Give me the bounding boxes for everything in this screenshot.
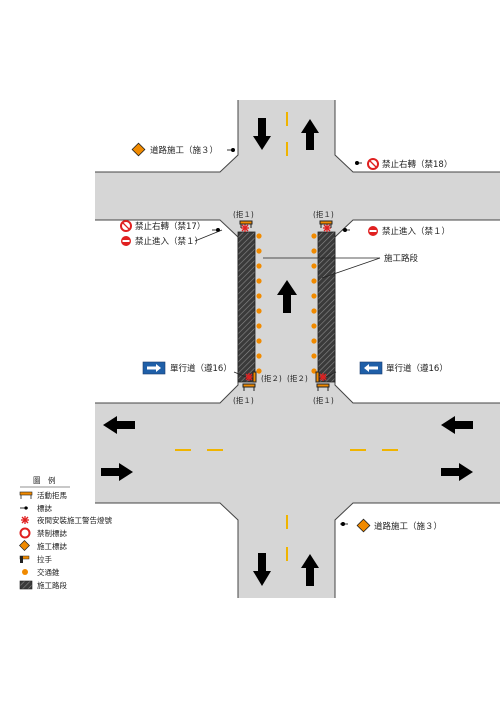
barricade-label: (拒１) (233, 395, 254, 405)
arrow-up-icon (277, 280, 297, 313)
traffic-cone-icon (256, 263, 262, 269)
arrow-right-icon (441, 463, 473, 481)
handrail-icon (19, 555, 30, 563)
traffic-cone-icon (311, 233, 317, 239)
barricade-label: (拒１) (313, 209, 334, 219)
barricade-icon (252, 371, 257, 383)
traffic-cone-icon (256, 338, 262, 344)
legend-label: 禁制標誌 (37, 528, 67, 538)
traffic-cone-icon (311, 278, 317, 284)
construction-section-label: 施工路段 (384, 253, 419, 264)
traffic-cone-icon (311, 293, 317, 299)
barricade-icon (319, 220, 333, 228)
warning-sign-icon (131, 142, 146, 157)
traffic-cone-icon (311, 338, 317, 344)
sign-label: 禁止右轉（禁17） (135, 221, 205, 232)
traffic-cone-icon (311, 353, 317, 359)
sign-label: 禁止進入（禁１） (382, 226, 450, 237)
barricades (239, 220, 333, 391)
warning-light-icon (241, 224, 249, 232)
warning-sign-icon (19, 540, 30, 551)
legend-label: 拉手 (37, 554, 52, 564)
traffic-cones (256, 233, 317, 374)
barricade-icon (239, 220, 253, 228)
traffic-cone-icon (22, 569, 28, 575)
barricade-label: (拒１) (233, 209, 254, 219)
warning-light-icon (323, 224, 331, 232)
lane-arrows (101, 118, 473, 586)
sign-post-icon (227, 147, 235, 152)
work-zones (237, 231, 336, 383)
road-edges (95, 100, 500, 598)
leader-lines (194, 229, 381, 378)
legend-label: 施工路段 (37, 580, 67, 590)
legend-label: 活動拒馬 (37, 490, 67, 500)
prohibit-sign-icon (19, 527, 31, 539)
no-entry-sign-left: 禁止進入（禁１） (121, 236, 203, 247)
barricade-label: (拒２) (287, 373, 308, 383)
traffic-cone-icon (256, 368, 262, 374)
arrow-down-icon (253, 553, 271, 586)
sign-post-icon (354, 160, 362, 165)
barricade-icon (19, 491, 33, 499)
road-work-sign-bottom: 道路施工（施３） (356, 518, 442, 533)
barricade-icon (315, 371, 320, 383)
legend-label: 施工標誌 (37, 541, 67, 551)
arrow-up-icon (301, 554, 319, 586)
sign-label: 禁止進入（禁１） (135, 236, 203, 247)
warning-lights (241, 224, 331, 381)
legend: 圖 例 活動拒馬 標誌 夜間安裝施工警告燈號 禁制標誌 施工標誌 (19, 475, 112, 590)
sign-label: 單行道（遵16） (170, 363, 232, 374)
work-zone-right (317, 231, 336, 383)
no-right-turn-sign-top: 禁止右轉（禁18） (367, 158, 452, 170)
sign-label: 道路施工（施３） (150, 145, 218, 156)
warning-sign-icon (356, 518, 371, 533)
traffic-cone-icon (311, 308, 317, 314)
one-way-sign-right: 單行道（遵16） (359, 361, 448, 375)
barricade-icon (242, 383, 256, 391)
traffic-cone-icon (311, 368, 317, 374)
road-work-sign-top: 道路施工（施３） (131, 142, 218, 157)
arrow-down-icon (253, 118, 271, 150)
traffic-cone-icon (256, 278, 262, 284)
sign-label: 禁止右轉（禁18） (382, 159, 452, 170)
traffic-cone-icon (311, 248, 317, 254)
traffic-cone-icon (256, 353, 262, 359)
barricade-labels: (拒１) (拒１) (拒１) (拒１) (拒２) (拒２) (233, 209, 334, 405)
traffic-cone-icon (311, 263, 317, 269)
center-lines (175, 112, 398, 561)
traffic-cone-icon (256, 308, 262, 314)
legend-title: 圖 例 (33, 475, 56, 485)
legend-label: 交通錐 (37, 567, 60, 577)
sign-post-icon (340, 522, 348, 527)
traffic-cone-icon (256, 323, 262, 329)
arrow-up-icon (301, 119, 319, 150)
warning-light-icon (245, 373, 253, 381)
barricade-label: (拒１) (313, 395, 334, 405)
work-zone-icon (19, 580, 33, 590)
arrow-left-icon (103, 416, 135, 434)
legend-label: 標誌 (37, 503, 52, 513)
sign-post-icon (20, 506, 28, 510)
sign-label: 單行道（遵16） (386, 363, 448, 374)
sign-post-icon (342, 227, 350, 232)
arrow-right-icon (101, 463, 133, 481)
work-zone-left (237, 231, 256, 383)
no-right-turn-sign-left: 禁止右轉（禁17） (120, 220, 205, 232)
one-way-sign-left: 單行道（遵16） (142, 361, 232, 375)
no-entry-sign-right: 禁止進入（禁１） (368, 226, 450, 237)
barricade-label: (拒２) (261, 373, 282, 383)
traffic-cone-icon (256, 233, 262, 239)
traffic-cone-icon (256, 293, 262, 299)
sign-label: 道路施工（施３） (374, 521, 442, 532)
legend-label: 夜間安裝施工警告燈號 (37, 515, 112, 525)
warning-light-icon (21, 516, 29, 524)
barricade-icon (316, 383, 330, 391)
traffic-cone-icon (256, 248, 262, 254)
traffic-cone-icon (311, 323, 317, 329)
warning-light-icon (319, 373, 327, 381)
arrow-left-icon (441, 416, 473, 434)
